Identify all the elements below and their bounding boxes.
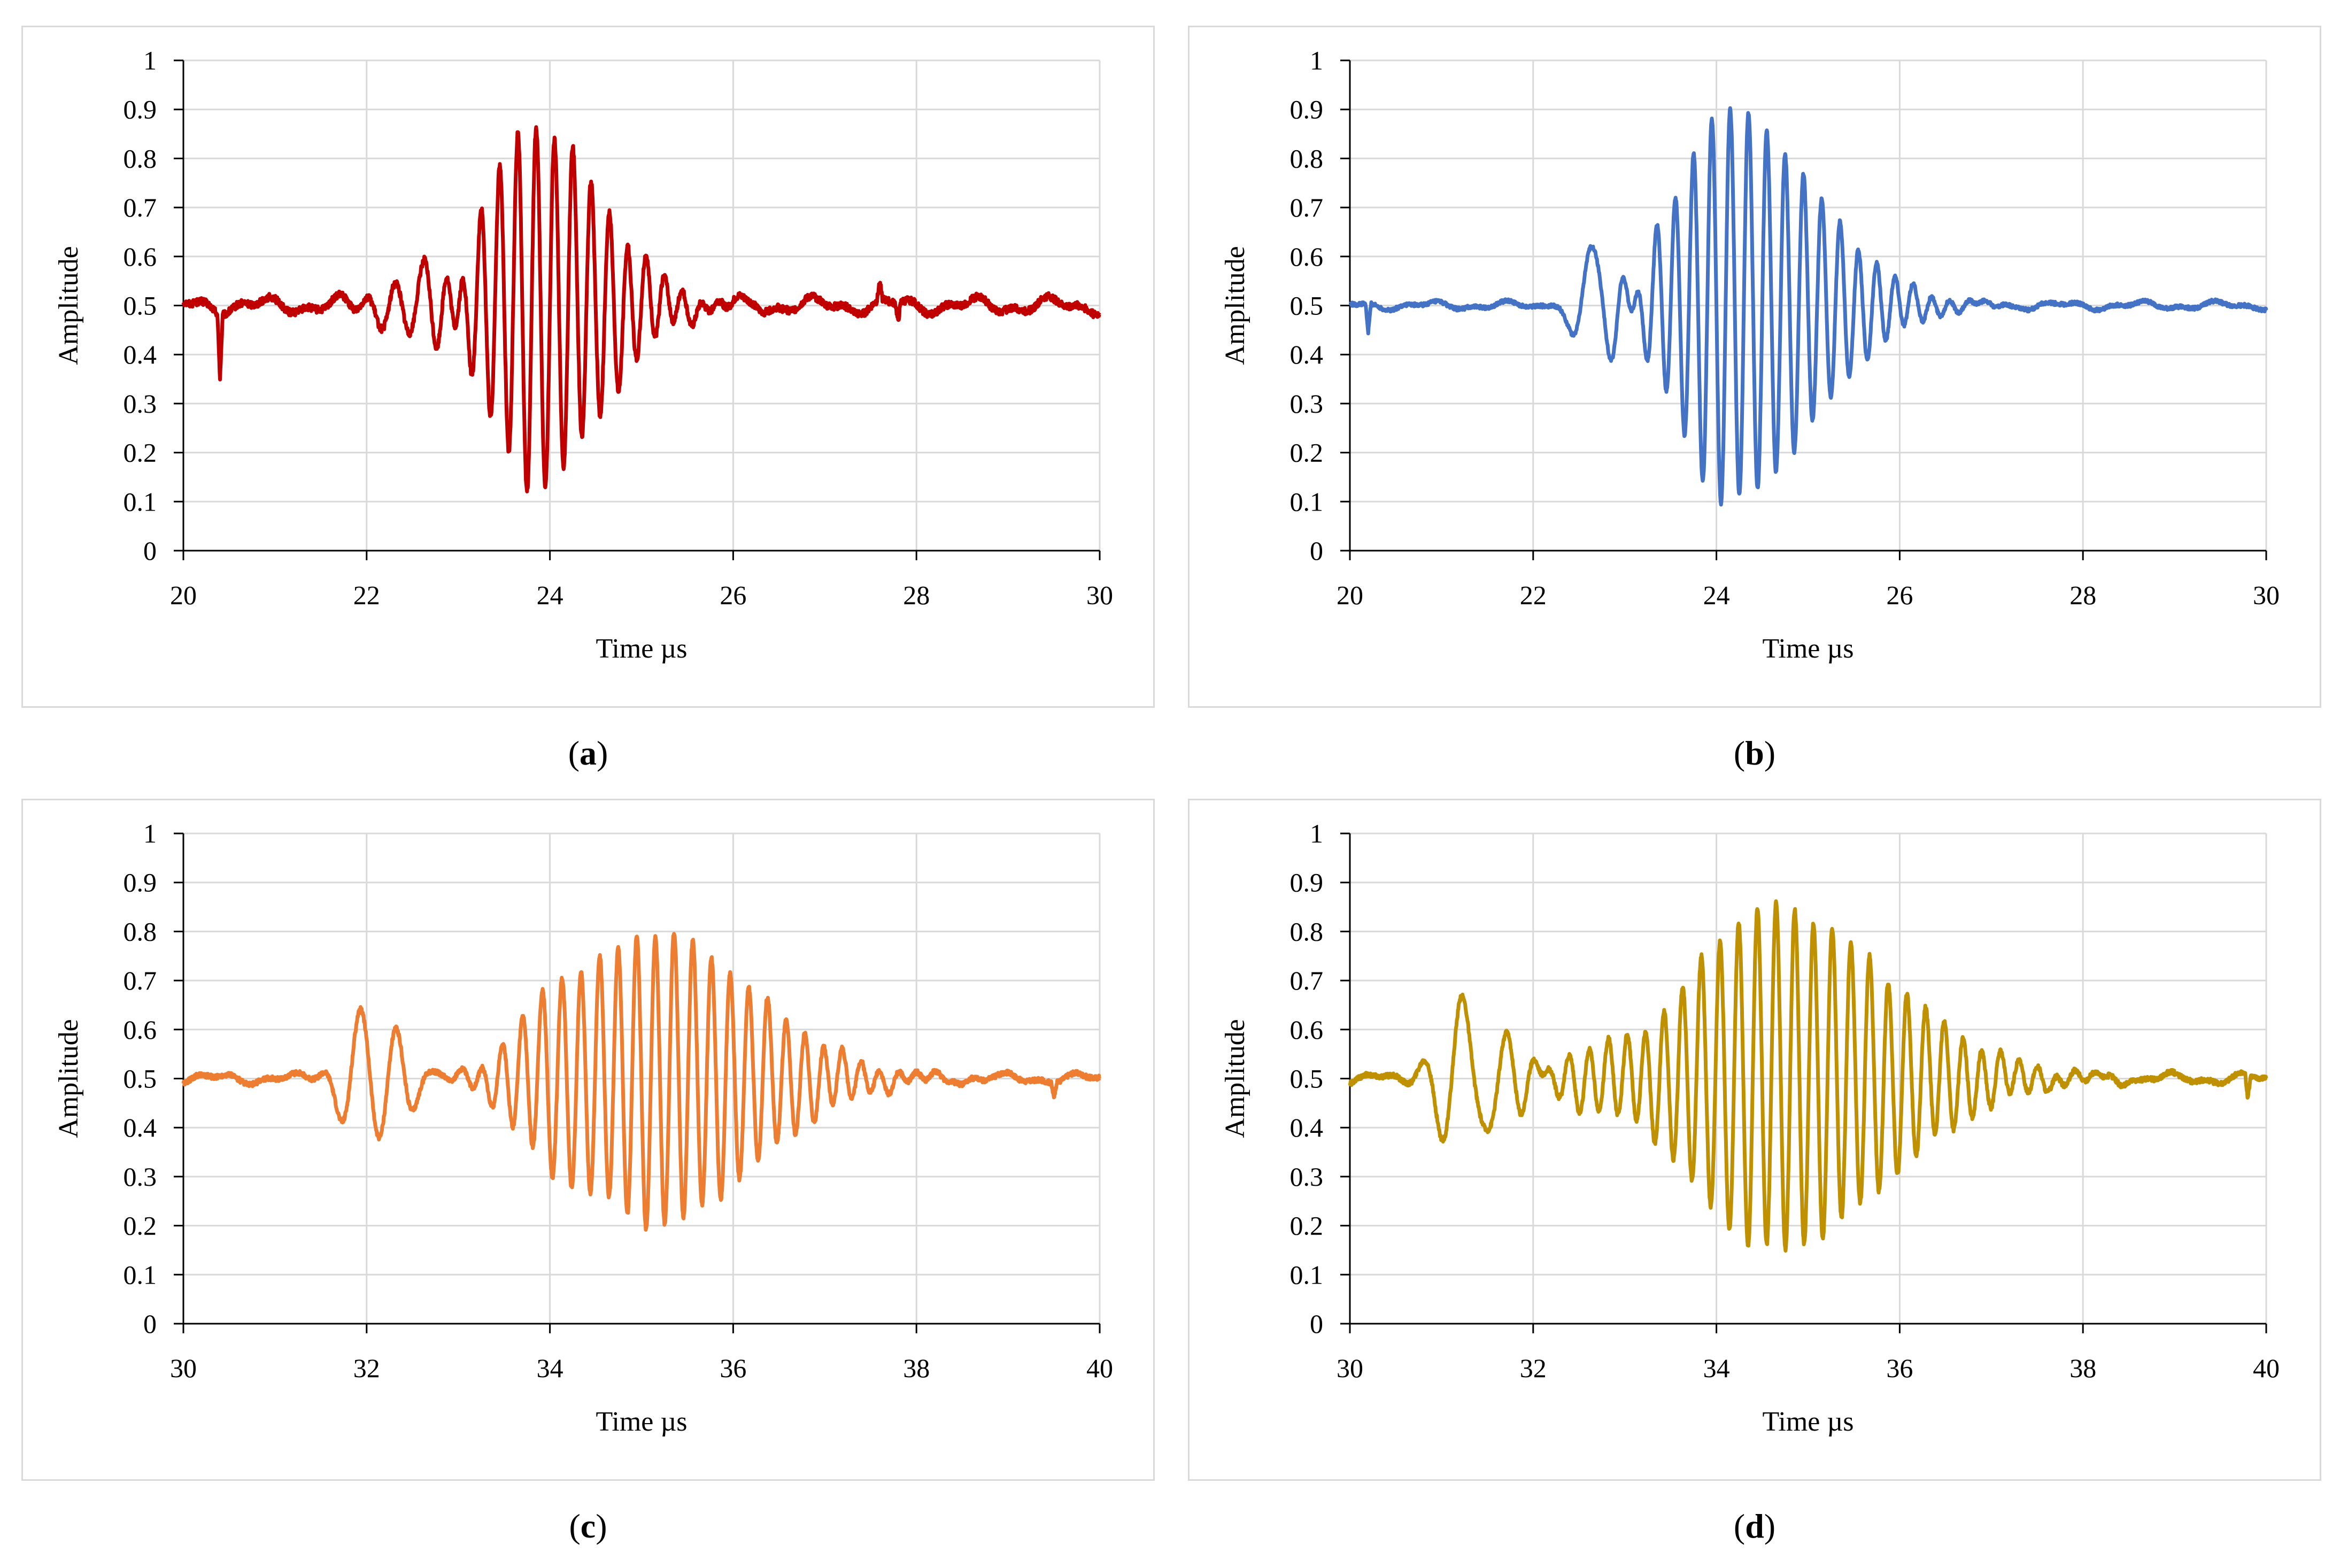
x-tick-label: 28 [903,580,930,610]
y-tick-label: 0.2 [1290,438,1324,468]
caption-letter-c: c [580,1507,596,1545]
x-tick-label: 22 [353,580,380,610]
x-tick-label: 36 [1886,1353,1913,1383]
x-tick-label: 40 [1086,1353,1113,1383]
y-tick-label: 0.1 [123,486,157,516]
y-tick-label: 0.5 [1290,291,1324,321]
chart-a: 0 0.1 0.2 0.3 0.4 0.5 0.6 0.7 0.8 0.9 1 20 22 24 26 28 3… [53,45,1113,664]
series-line-signal-b [1348,106,2268,507]
series-line-signal-c [181,932,1101,1232]
y-tick-label: 0.6 [123,242,157,272]
x-axis-title: Time µs [596,1407,687,1437]
y-tick-label: 0.1 [1290,1260,1324,1289]
y-tick-label: 0.5 [123,291,157,321]
x-tick-label: 28 [2069,580,2096,610]
caption-letter-d: d [1745,1507,1764,1545]
chart-c: 0 0.1 0.2 0.3 0.4 0.5 0.6 0.7 0.8 0.9 1 30 32 34 36 38 4… [53,818,1113,1437]
y-tick-label: 0.4 [123,339,157,369]
y-tick-label: 0.4 [123,1113,157,1142]
x-tick-label: 36 [720,1353,746,1383]
y-tick-label: 0.3 [123,1162,157,1192]
y-tick-label: 0.2 [1290,1211,1324,1241]
y-tick-label: 0.3 [123,389,157,419]
x-tick-label: 34 [537,1353,563,1383]
caption-letter-a: a [580,734,597,772]
x-axis-title: Time µs [1762,634,1854,664]
x-tick-label: 30 [2253,580,2280,610]
x-tick-label: 32 [353,1353,380,1383]
y-tick-label: 0.2 [123,1211,157,1241]
x-tick-label: 30 [1086,580,1113,610]
y-tick-label: 0.8 [1290,916,1324,946]
x-tick-label: 24 [1703,580,1730,610]
caption-d: (d) [1733,1507,1776,1545]
caption-b: (b) [1733,734,1776,772]
y-tick-label: 0.4 [1290,1113,1324,1142]
y-tick-label: 0.7 [123,965,157,995]
x-tick-label: 22 [1520,580,1547,610]
y-tick-label: 0.6 [123,1015,157,1045]
y-tick-label: 0.9 [123,868,157,898]
y-tick-label: 0 [143,1309,157,1339]
y-tick-label: 0.6 [1290,242,1324,272]
y-tick-label: 1 [143,818,157,848]
chart-b: 0 0.1 0.2 0.3 0.4 0.5 0.6 0.7 0.8 0.9 1 20 22 24 26 28 3… [1220,45,2280,664]
y-tick-label: 0.8 [123,143,157,173]
y-tick-label: 0 [1310,1309,1323,1339]
y-tick-label: 0.8 [123,916,157,946]
y-tick-label: 0.3 [1290,1162,1324,1192]
x-tick-label: 30 [1337,1353,1363,1383]
y-tick-label: 0.7 [123,192,157,222]
x-axis-title: Time µs [596,634,687,664]
caption-c: (c) [569,1507,607,1545]
y-tick-label: 0.3 [1290,389,1324,419]
y-tick-label: 0.1 [1290,486,1324,516]
chart-frame-d [1188,799,2321,1481]
y-axis-title: Amplitude [1220,246,1250,365]
x-tick-label: 32 [1520,1353,1547,1383]
x-tick-label: 20 [170,580,197,610]
x-axis-title: Time µs [1762,1407,1854,1437]
y-tick-label: 0.1 [123,1260,157,1289]
x-tick-label: 20 [1337,580,1363,610]
x-tick-label: 40 [2253,1353,2280,1383]
y-tick-label: 0.6 [1290,1015,1324,1045]
y-tick-label: 1 [1310,45,1323,75]
x-tick-label: 26 [720,580,746,610]
y-tick-label: 0.7 [1290,192,1324,222]
y-tick-label: 0 [143,536,157,566]
y-tick-label: 0.9 [1290,868,1324,898]
series-line-signal-d [1348,899,2268,1253]
caption-letter-b: b [1745,734,1764,772]
y-tick-label: 0.8 [1290,143,1324,173]
y-tick-label: 1 [143,45,157,75]
y-tick-label: 0.9 [1290,95,1324,125]
x-tick-label: 26 [1886,580,1913,610]
y-tick-label: 0.2 [123,438,157,468]
y-axis-title: Amplitude [53,1019,84,1138]
x-tick-label: 24 [537,580,563,610]
series-line-signal-a [181,125,1101,493]
chart-d: 0 0.1 0.2 0.3 0.4 0.5 0.6 0.7 0.8 0.9 1 30 32 34 36 38 4… [1220,818,2280,1437]
y-tick-label: 1 [1310,818,1323,848]
caption-a: (a) [568,734,608,772]
x-tick-label: 30 [170,1353,197,1383]
x-tick-label: 38 [2069,1353,2096,1383]
y-tick-label: 0.7 [1290,965,1324,995]
chart-frame-a [21,26,1155,708]
y-tick-label: 0.9 [123,95,157,125]
y-tick-label: 0.4 [1290,339,1324,369]
y-tick-label: 0 [1310,536,1323,566]
y-axis-title: Amplitude [53,246,84,365]
y-axis-title: Amplitude [1220,1019,1250,1138]
y-tick-label: 0.5 [123,1064,157,1094]
y-tick-label: 0.5 [1290,1064,1324,1094]
x-tick-label: 34 [1703,1353,1730,1383]
x-tick-label: 38 [903,1353,930,1383]
